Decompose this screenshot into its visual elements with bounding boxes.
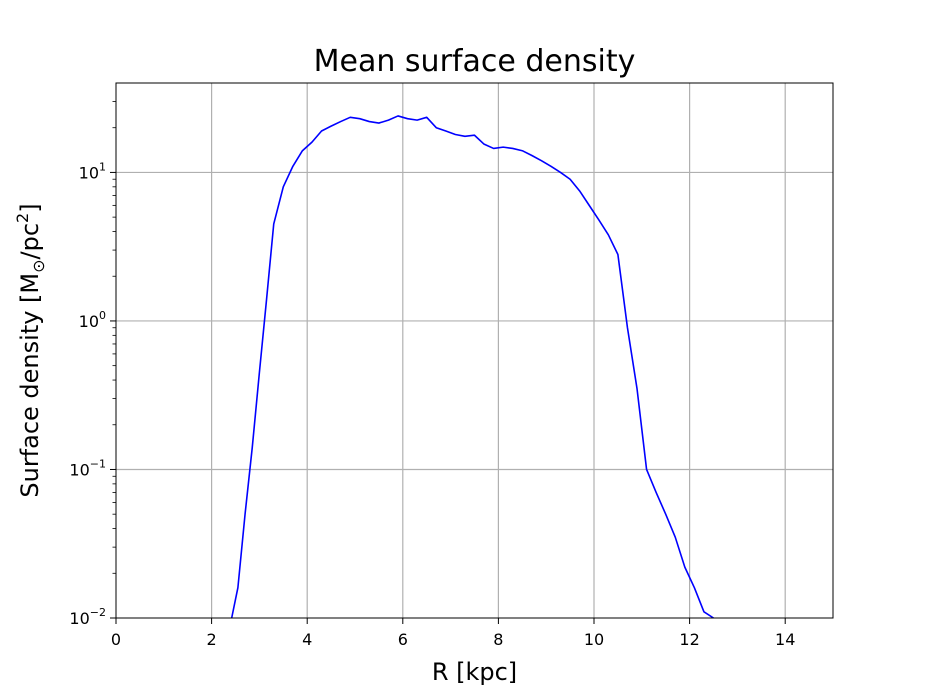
plot-frame (115, 82, 834, 619)
y-axis-label-text: Surface density [M (16, 273, 44, 498)
y-tick-label: 101 (79, 160, 106, 182)
y-axis-label-sub: ⊙ (29, 259, 48, 272)
x-tick-label: 2 (207, 630, 217, 649)
x-tick-label: 10 (584, 630, 604, 649)
y-tick-label: 100 (79, 309, 106, 331)
y-axis-label-end: ] (16, 203, 44, 212)
y-axis-label-sup: 2 (13, 213, 32, 223)
x-axis-label: R [kpc] (432, 658, 517, 686)
x-tick-label: 14 (775, 630, 795, 649)
x-tick-label: 0 (111, 630, 121, 649)
series-group (230, 115, 714, 619)
y-minor-ticks (112, 101, 116, 574)
y-axis-label-mid: /pc (16, 223, 44, 260)
y-axis-label: Surface density [M⊙/pc2] (13, 203, 48, 497)
y-tick-label: 10−1 (69, 457, 106, 479)
series-line (230, 115, 714, 619)
y-axis: 10−2 10−1 100 101 (69, 160, 116, 628)
x-tick-label: 6 (398, 630, 408, 649)
x-tick-label: 4 (302, 630, 312, 649)
chart-title: Mean surface density (314, 44, 636, 79)
x-axis: 0 2 4 6 8 10 12 14 (111, 618, 795, 649)
x-tick-label: 8 (493, 630, 503, 649)
y-tick-label: 10−2 (69, 606, 106, 628)
grid (116, 83, 833, 618)
x-tick-label: 12 (679, 630, 699, 649)
